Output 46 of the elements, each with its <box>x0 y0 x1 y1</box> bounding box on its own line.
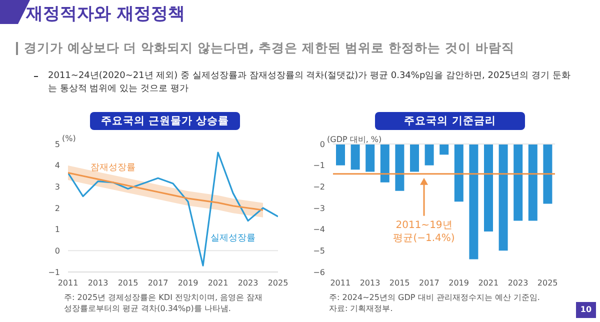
x-tick-label: 2023 <box>508 278 528 288</box>
series-label: 실제성장률 <box>210 234 256 244</box>
text: 주: 2024~25년의 GDP 대비 관리재정수지는 예산 기준임. <box>329 292 541 303</box>
x-tick-label: 2021 <box>208 278 228 288</box>
ref-line-label: 2011~19년 평균(−1.4%) <box>393 220 455 244</box>
y-tick-label: −5 <box>313 246 325 256</box>
x-tick-label: 2015 <box>389 278 410 288</box>
text: 주: 2025년 경제성장률은 KDI 전망치이며, 음영은 잠재성장률로부터의 평균 격차(0.34%p)를 나타냄. <box>64 292 264 314</box>
y-tick-label: 0 <box>320 140 325 149</box>
line-series <box>68 152 278 266</box>
text: 자료: 기획재정부. <box>329 303 394 314</box>
y-tick-label: −3 <box>313 204 325 213</box>
y-tick-label: −4 <box>313 225 325 234</box>
x-tick-label: 2023 <box>238 278 258 288</box>
y-tick-label: −2 <box>313 182 325 192</box>
text: 2011~24년(2020~21년 제외) 중 실제성장률과 잠재성장률의 격차(절댓값)가 평균 0.34%p임을 감안하면, 2025년의 경기 둔화는 통상적 범위에 있는 것으로 평가 <box>48 70 572 96</box>
x-tick-label: 2011 <box>330 278 351 288</box>
line-series <box>68 172 264 211</box>
x-tick-label: 2019 <box>448 278 469 288</box>
x-tick-label: 2025 <box>268 278 288 288</box>
chart-title: 주요국의 기준금리 <box>375 112 525 130</box>
y-tick-label: 4 <box>54 161 60 170</box>
y-tick-label: 2 <box>54 204 60 213</box>
y-tick-label: 5 <box>54 140 60 149</box>
text: 재정적자와 재정정책 <box>26 3 185 25</box>
x-tick-label: 2011 <box>58 278 78 288</box>
x-tick-label: 2021 <box>478 278 499 288</box>
x-tick-label: 2013 <box>360 278 380 288</box>
x-tick-label: 2015 <box>118 278 138 288</box>
x-tick-label: 2017 <box>419 278 440 288</box>
y-tick-label: 3 <box>54 182 60 192</box>
y-tick-label: 1 <box>54 225 60 234</box>
y-axis-title: (%) <box>62 134 76 143</box>
x-tick-label: 2019 <box>178 278 198 288</box>
text: 10 <box>576 302 596 318</box>
text: 경기가 예상보다 더 악화되지 않는다면, 추경은 제한된 범위로 한정하는 것이 바람직 <box>23 40 514 57</box>
series-label: 잠재성장률 <box>90 163 136 174</box>
y-tick-label: −1 <box>48 268 60 277</box>
x-tick-label: 2017 <box>148 278 168 288</box>
x-tick-label: 2025 <box>537 278 558 288</box>
x-tick-label: 2013 <box>88 278 108 288</box>
y-tick-label: 0 <box>54 246 60 256</box>
chart-title: 주요국의 근원물가 상승률 <box>90 112 240 130</box>
y-tick-label: −6 <box>313 268 325 277</box>
y-tick-label: −1 <box>313 161 325 170</box>
y-axis-title: (GDP 대비, %) <box>327 134 382 145</box>
